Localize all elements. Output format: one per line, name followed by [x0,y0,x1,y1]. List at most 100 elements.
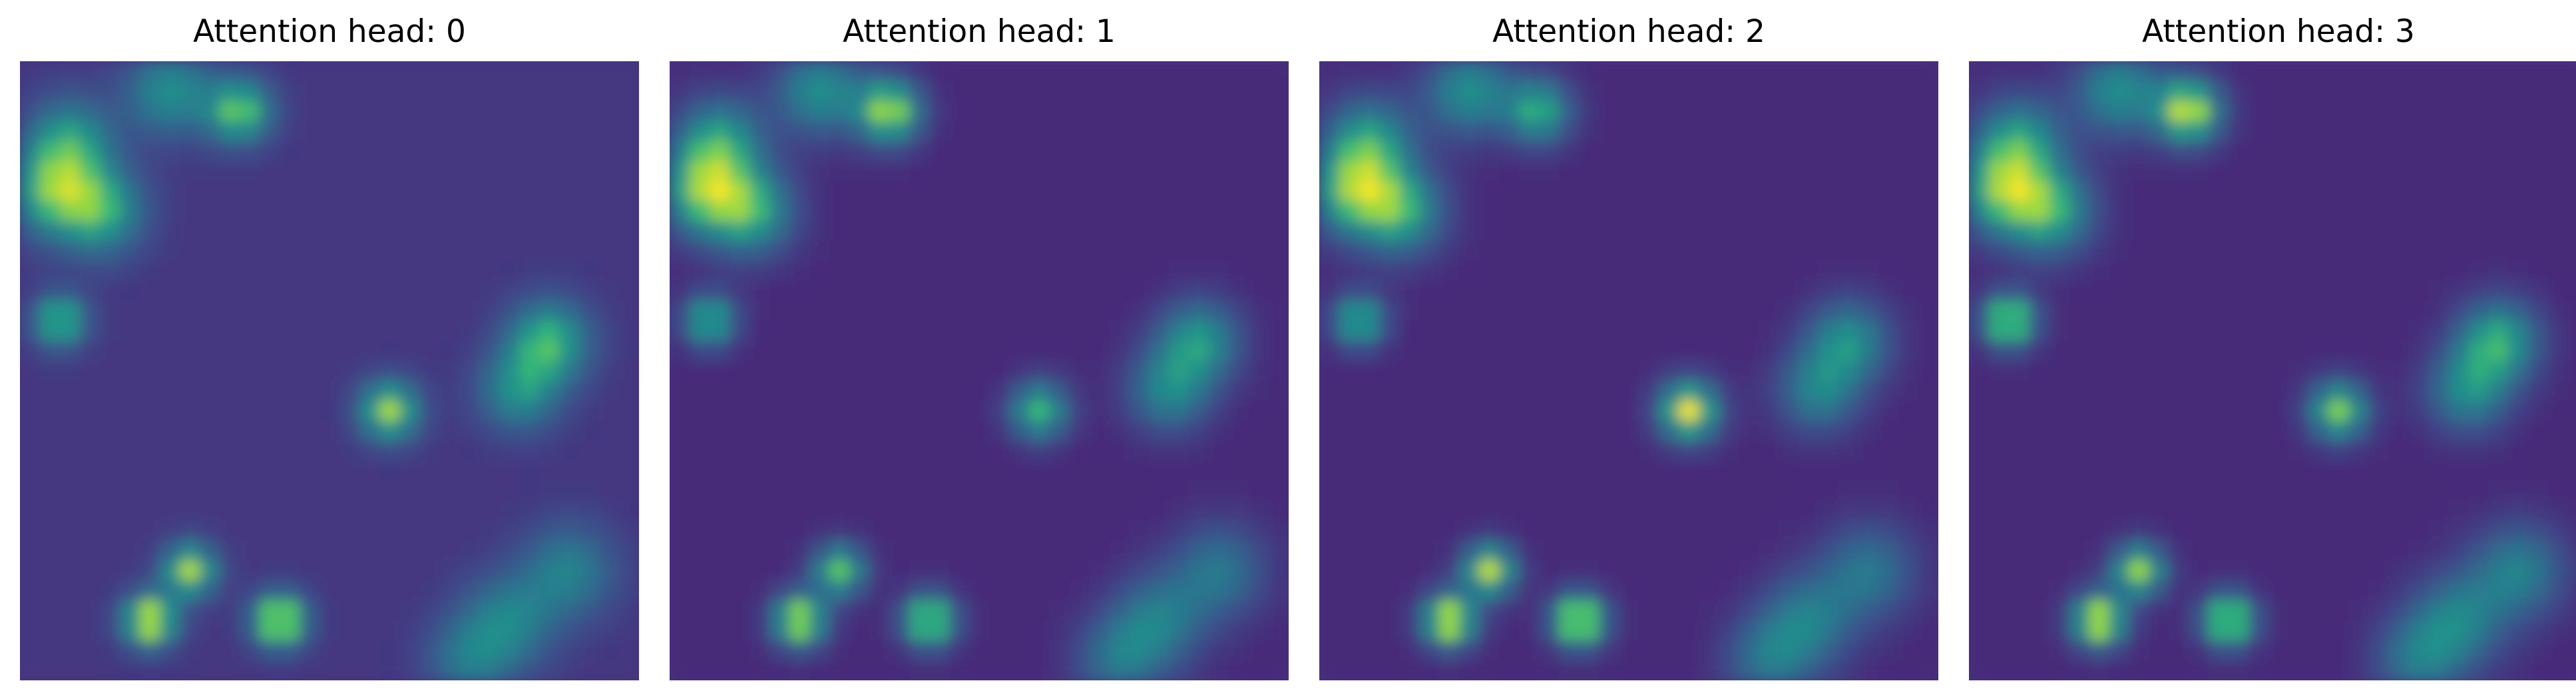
heatmap-cell [240,441,261,462]
heatmap-cell [2009,660,2030,680]
heatmap-cell [1759,261,1780,282]
heatmap-cell [809,321,831,342]
heatmap-cell [1739,261,1760,282]
heatmap-cell [419,401,441,422]
heatmap-cell [1599,401,1620,422]
heatmap-cell [690,121,711,142]
heatmap-cell [379,201,401,222]
heatmap-cell [1209,640,1230,662]
heatmap-cell [809,61,831,83]
heatmap-cell [1029,361,1050,382]
heatmap-cell [1679,561,1700,582]
heatmap-cell [240,61,261,83]
heatmap-cell [730,461,751,482]
heatmap-cell [200,580,221,602]
heatmap-cell [379,261,401,282]
heatmap-cell [889,521,911,542]
heatmap-cell [829,640,851,662]
heatmap-cell [1699,341,1720,362]
heatmap-cell [750,421,771,442]
heatmap-cell [1599,201,1620,222]
heatmap-cell [1739,660,1760,680]
heatmap-cell [240,161,261,182]
heatmap-cell [539,101,560,122]
heatmap-cell [2348,461,2370,482]
heatmap-cell [1619,561,1640,582]
heatmap-cell [499,421,521,442]
heatmap-cell [769,441,791,462]
heatmap-cell [1679,600,1700,622]
heatmap-cell [1878,620,1900,642]
heatmap-cell [2488,61,2509,83]
heatmap-cell [599,381,620,402]
heatmap-cell [2528,261,2549,282]
heatmap-cell [889,441,911,462]
heatmap-cell [969,241,990,262]
heatmap-cell [2408,61,2430,83]
heatmap-cell [579,501,600,522]
heatmap-cell [2149,660,2170,680]
heatmap-cell [1989,561,2010,582]
heatmap-cell [1659,81,1680,103]
heatmap-cell [750,461,771,482]
heatmap-cell [2488,261,2509,282]
heatmap-cell [1599,341,1620,362]
heatmap-cell [559,461,580,482]
heatmap-cell [1619,381,1640,402]
heatmap-cell [2448,521,2469,542]
heatmap-cell [1069,161,1090,182]
heatmap-cell [579,101,600,122]
heatmap-cell [989,261,1010,282]
heatmap-cell [1339,620,1361,642]
heatmap-cell [2568,141,2576,162]
heatmap-cell [1229,461,1250,482]
heatmap-cell [710,580,731,602]
heatmap-cell [929,281,951,302]
heatmap-cell [949,301,970,322]
heatmap-cell [1149,401,1170,422]
heatmap-cell [1659,121,1680,142]
heatmap-cell [1169,521,1190,542]
heatmap-cell [1479,241,1500,262]
heatmap-cell [809,341,831,362]
heatmap-cell [2129,580,2150,602]
heatmap-cell [1419,61,1440,83]
heatmap-cell [1419,461,1440,482]
heatmap-cell [1129,660,1150,680]
heatmap-cell [539,561,560,582]
heatmap-cell [479,121,501,142]
heatmap-cell [2149,181,2170,202]
heatmap-cell [2288,660,2310,680]
heatmap-cell [579,161,600,182]
heatmap-cell [1599,81,1620,103]
heatmap-cell [949,660,970,680]
heatmap-cell [240,341,261,362]
heatmap-cell [2408,421,2430,442]
heatmap-cell [240,101,261,122]
heatmap-cell [2368,221,2390,242]
heatmap-cell [419,640,441,662]
heatmap-cell [1379,501,1400,522]
heatmap-cell [2089,541,2110,562]
heatmap-cell [1269,281,1289,302]
heatmap-cell [579,361,600,382]
heatmap-cell [539,501,560,522]
heatmap-cell [1699,121,1720,142]
heatmap-cell [1579,580,1600,602]
heatmap-cell [1819,421,1840,442]
heatmap-cell [1069,241,1090,262]
heatmap-cell [80,461,101,482]
heatmap-cell [2268,141,2290,162]
heatmap-cell [200,281,221,302]
heatmap-cell [379,281,401,302]
heatmap-cell [1089,101,1110,122]
heatmap-cell [180,161,201,182]
heatmap-cell [1029,580,1050,602]
heatmap-cell [2308,541,2330,562]
heatmap-cell [1838,421,1860,442]
heatmap-cell [849,161,871,182]
heatmap-cell [1009,141,1030,162]
heatmap-cell [2169,261,2190,282]
heatmap-cell [399,141,421,162]
heatmap-cell [1069,381,1090,402]
